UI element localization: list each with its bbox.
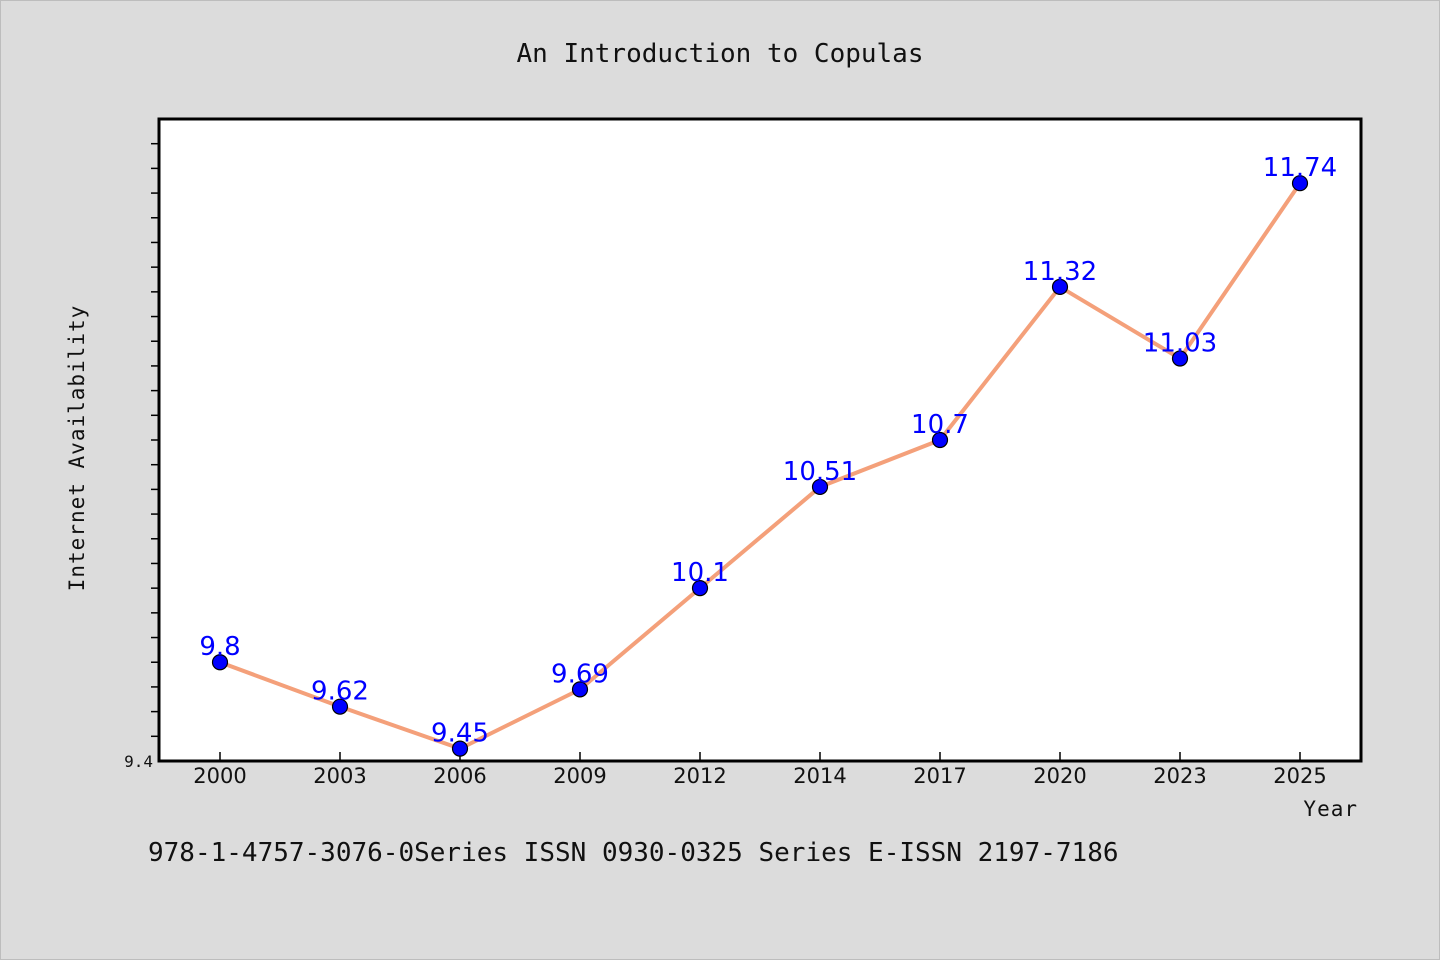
data-label: 9.8	[199, 632, 240, 662]
series-line	[218, 181, 1302, 751]
data-point	[451, 740, 469, 757]
data-label: 9.45	[431, 719, 489, 749]
data-label: 9.62	[311, 677, 369, 707]
chart-title: An Introduction to Copulas	[517, 39, 924, 69]
x-tick-label: 2006	[433, 764, 486, 788]
data-point	[931, 431, 949, 449]
x-tick-label: 2000	[193, 764, 246, 788]
data-label: 11.74	[1263, 153, 1337, 183]
y-axis-ticks: 9.4	[124, 142, 159, 771]
data-label: 10.7	[911, 410, 969, 440]
x-axis-ticks: 2000 2003 2006 2009 2012 2014 2017 2020 2023 2025	[193, 752, 1327, 788]
y-axis-label: Internet Availability	[65, 305, 89, 592]
x-axis-label: Year	[1303, 797, 1358, 821]
plot-area	[157, 117, 1363, 763]
x-tick-label: 2003	[313, 764, 366, 788]
y-tick-label: 9.4	[124, 752, 153, 771]
data-label: 10.1	[671, 558, 729, 588]
data-label: 11.32	[1023, 257, 1097, 287]
data-point	[1051, 278, 1069, 296]
x-tick-label: 2025	[1273, 764, 1326, 788]
x-tick-label: 2023	[1153, 764, 1206, 788]
data-point	[331, 698, 349, 715]
data-label: 11.03	[1143, 329, 1217, 359]
data-point	[211, 654, 229, 671]
data-label: 9.69	[551, 659, 609, 689]
data-point	[1291, 175, 1309, 192]
data-label: 10.51	[783, 457, 857, 487]
data-point	[811, 478, 829, 496]
x-tick-label: 2017	[913, 764, 966, 788]
footer-text: 978-1-4757-3076-0Series ISSN 0930-0325 S…	[148, 838, 1119, 868]
x-tick-label: 2009	[553, 764, 606, 788]
x-tick-label: 2014	[793, 764, 846, 788]
data-point	[691, 580, 709, 597]
series-layer: 9.8 9.62 9.45 9.69 10.1 10.51 10.7 11.32 11.03 11…	[199, 153, 1337, 757]
data-point	[1171, 350, 1189, 367]
x-tick-label: 2020	[1033, 764, 1086, 788]
data-point	[571, 681, 589, 698]
x-tick-label: 2012	[673, 764, 726, 788]
